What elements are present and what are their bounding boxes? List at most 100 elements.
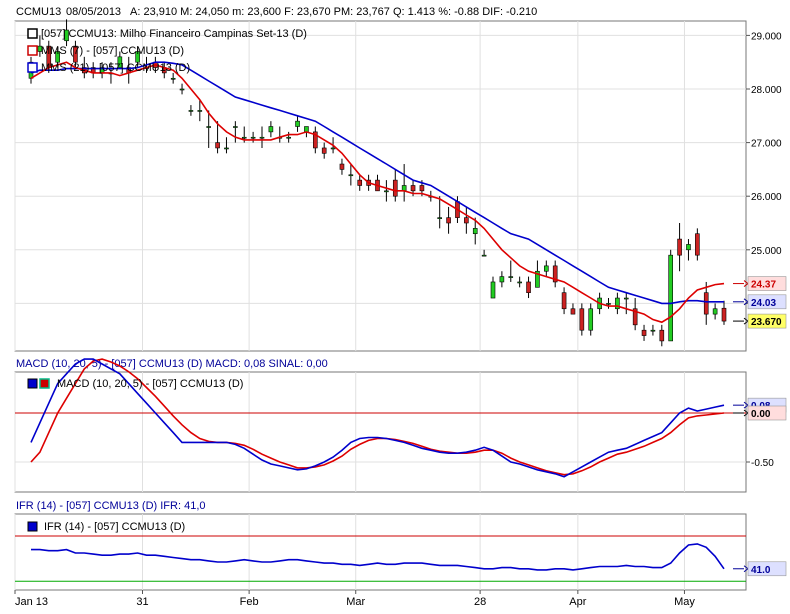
candle-body xyxy=(526,281,531,293)
price-y-tick-label: 28.000 xyxy=(751,85,782,96)
macd-tag-box xyxy=(747,405,787,421)
candle-body xyxy=(464,217,469,224)
candle-body xyxy=(259,136,265,139)
candle-body xyxy=(668,254,673,342)
candle-body xyxy=(561,292,567,310)
price-tag-box xyxy=(747,276,787,291)
price-y-tick-label: 26.000 xyxy=(751,192,782,203)
candle-body xyxy=(286,136,291,139)
candle-body xyxy=(552,265,558,283)
candle-body xyxy=(446,217,451,224)
price-grid xyxy=(14,21,746,351)
candle-body xyxy=(615,297,620,310)
macd-title: MACD (10, 20, 5) - [057] CCMU13 (D) MACD… xyxy=(16,358,328,370)
ifr-tag-box xyxy=(747,561,787,577)
legend-ma7-label: MMS (7) - [057] CCMU13 (D) xyxy=(41,45,184,57)
price-tag-label: 24.37 xyxy=(751,280,776,291)
candle-body xyxy=(348,174,354,177)
candle-body xyxy=(313,131,318,149)
header: CCMU13 08/05/2013 A: 23,910 M: 24,050 m:… xyxy=(16,6,537,18)
candle-body xyxy=(37,45,43,52)
candle-body xyxy=(588,308,594,331)
candle-body xyxy=(472,228,478,235)
macd-panel-frame xyxy=(14,371,747,493)
x-tick-label: Apr xyxy=(569,596,586,608)
legend-ma7-swatch xyxy=(27,45,38,56)
candle-body xyxy=(224,147,229,150)
candle-body xyxy=(339,163,345,170)
candle-body xyxy=(570,308,576,315)
candle-body xyxy=(206,126,211,128)
ma7-series-line xyxy=(30,61,725,324)
ifr-panel[interactable]: IFR (14) - [057] CCMU13 (D) IFR: 41,0 41… xyxy=(14,500,787,591)
price-tag-label: 23.670 xyxy=(751,317,782,328)
candle-body xyxy=(650,329,656,332)
candle-body xyxy=(250,136,256,139)
ifr-value-tags: 41.0 xyxy=(733,561,787,577)
macd-value-tags: 0.080.00 xyxy=(733,397,787,421)
candle-body xyxy=(170,77,176,80)
x-tick-label: Feb xyxy=(240,596,259,608)
legend-ma21-label: MMS (21) - [057] CCMU13 (D) xyxy=(41,62,190,74)
price-value-tags: 24.37 24.03 23.670 xyxy=(733,276,787,329)
signal-series-line xyxy=(30,358,725,476)
candle-body xyxy=(712,308,718,315)
candle-body xyxy=(321,147,327,154)
price-tag-box xyxy=(747,294,787,310)
candle-body xyxy=(721,307,727,322)
x-axis: Jan 13 31 Feb Mar 28 Apr May xyxy=(14,590,695,608)
macd-y-tick-label: -0.50 xyxy=(751,458,774,469)
candle-body xyxy=(268,126,274,133)
candle-body xyxy=(135,51,140,63)
candle-body xyxy=(410,185,416,192)
candle-body xyxy=(197,110,203,112)
ma21-series-line xyxy=(30,61,724,305)
candle-body xyxy=(703,292,709,315)
candle-body xyxy=(55,51,60,63)
price-tag-box xyxy=(747,313,787,329)
legend-macd-swatch xyxy=(27,378,38,389)
ifr-series-line xyxy=(31,543,725,571)
macd-legend-label: MACD (10, 20, 5) - [057] CCMU13 (D) xyxy=(57,378,243,390)
ifr-panel-frame xyxy=(14,513,747,591)
candle-body xyxy=(490,281,496,299)
ifr-legend: IFR (14) - [057] CCMU13 (D) xyxy=(27,521,185,533)
macd-panel[interactable]: MACD (10, 20, 5) - [057] CCMU13 (D) MACD… xyxy=(14,358,787,493)
legend-signal-swatch xyxy=(39,378,50,389)
price-legend: [057] CCMU13: Milho Financeiro Campinas … xyxy=(27,28,307,74)
legend-price-swatch xyxy=(27,28,38,39)
candle-body xyxy=(686,244,691,251)
candle-body xyxy=(233,126,238,128)
header-date: 08/05/2013 xyxy=(66,6,121,18)
candle-body xyxy=(330,147,336,150)
candle-body xyxy=(606,303,611,305)
candle-body xyxy=(392,179,398,197)
candle-body xyxy=(295,120,300,127)
candle-body xyxy=(677,238,682,256)
candle-body xyxy=(241,136,247,139)
candle-body xyxy=(499,276,505,283)
candle-body xyxy=(508,276,514,278)
candle-body xyxy=(632,308,638,326)
ifr-legend-label: IFR (14) - [057] CCMU13 (D) xyxy=(44,521,185,533)
price-y-tick-label: 25.000 xyxy=(751,246,782,257)
x-tick-label: Jan 13 xyxy=(15,596,48,608)
x-tick-label: 28 xyxy=(474,596,486,608)
macd-y-ticks: -0.50 xyxy=(746,458,774,469)
x-tick-label: May xyxy=(674,596,695,608)
candle-body xyxy=(641,329,647,336)
candle-body xyxy=(357,179,363,186)
candle-body xyxy=(437,217,442,219)
candle-body xyxy=(384,190,389,193)
candle-body xyxy=(64,29,69,42)
candle-body xyxy=(188,110,194,112)
candle-body xyxy=(215,142,220,149)
candle-body xyxy=(517,281,522,284)
x-tick-label: Mar xyxy=(346,596,365,608)
header-stats: A: 23,910 M: 24,050 m: 23,600 F: 23,670 … xyxy=(130,6,537,18)
legend-ifr-swatch xyxy=(27,521,38,532)
ifr-grid xyxy=(14,514,685,590)
legend-price-label: [057] CCMU13: Milho Financeiro Campinas … xyxy=(41,28,307,40)
